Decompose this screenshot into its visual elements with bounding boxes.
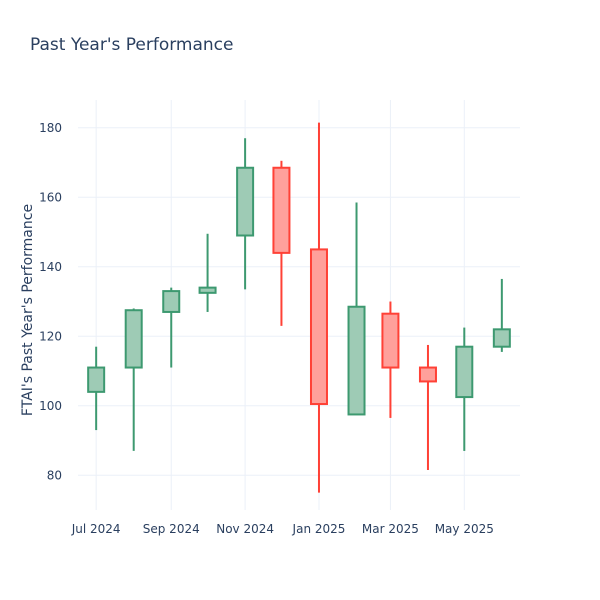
axis-labels: 80 100 120 140 160 180 Jul 2024 Sep 2024 Nov 202…	[39, 121, 494, 536]
x-tick-label: Sep 2024	[143, 522, 200, 536]
candle	[124, 308, 143, 451]
candle-body	[198, 286, 217, 294]
candle-body	[492, 328, 511, 348]
candle	[455, 327, 474, 451]
candle	[198, 233, 217, 312]
x-tick-label: Mar 2025	[362, 522, 419, 536]
y-tick-label: 80	[47, 468, 62, 482]
candle-body	[347, 305, 366, 416]
candle	[418, 344, 437, 471]
grid-lines	[78, 100, 520, 510]
y-tick-label: 160	[39, 190, 62, 204]
candle	[236, 138, 255, 290]
candle-body	[455, 345, 474, 399]
chart-title: Past Year's Performance	[30, 35, 234, 55]
candle	[381, 301, 400, 418]
candle	[347, 202, 366, 416]
y-axis-title: FTAI's Past Year's Performance	[20, 204, 36, 416]
candles	[87, 122, 511, 493]
y-tick-label: 100	[39, 399, 62, 413]
candle	[87, 346, 106, 431]
candle-body	[87, 366, 106, 393]
candle-body	[162, 290, 181, 313]
candle	[492, 278, 511, 352]
candle-body	[381, 312, 400, 369]
candle	[162, 287, 181, 368]
candle-body	[236, 166, 255, 237]
candle-body	[418, 366, 437, 383]
x-tick-label: Nov 2024	[216, 522, 274, 536]
x-tick-label: Jan 2025	[292, 522, 346, 536]
candle	[309, 122, 328, 493]
x-tick-label: Jul 2024	[71, 522, 121, 536]
candle-body	[309, 248, 328, 406]
y-tick-label: 140	[39, 260, 62, 274]
y-tick-label: 120	[39, 329, 62, 343]
candle-body	[272, 166, 291, 254]
candle-body	[124, 309, 143, 369]
candle	[272, 160, 291, 326]
y-tick-label: 180	[39, 121, 62, 135]
x-tick-label: May 2025	[435, 522, 494, 536]
